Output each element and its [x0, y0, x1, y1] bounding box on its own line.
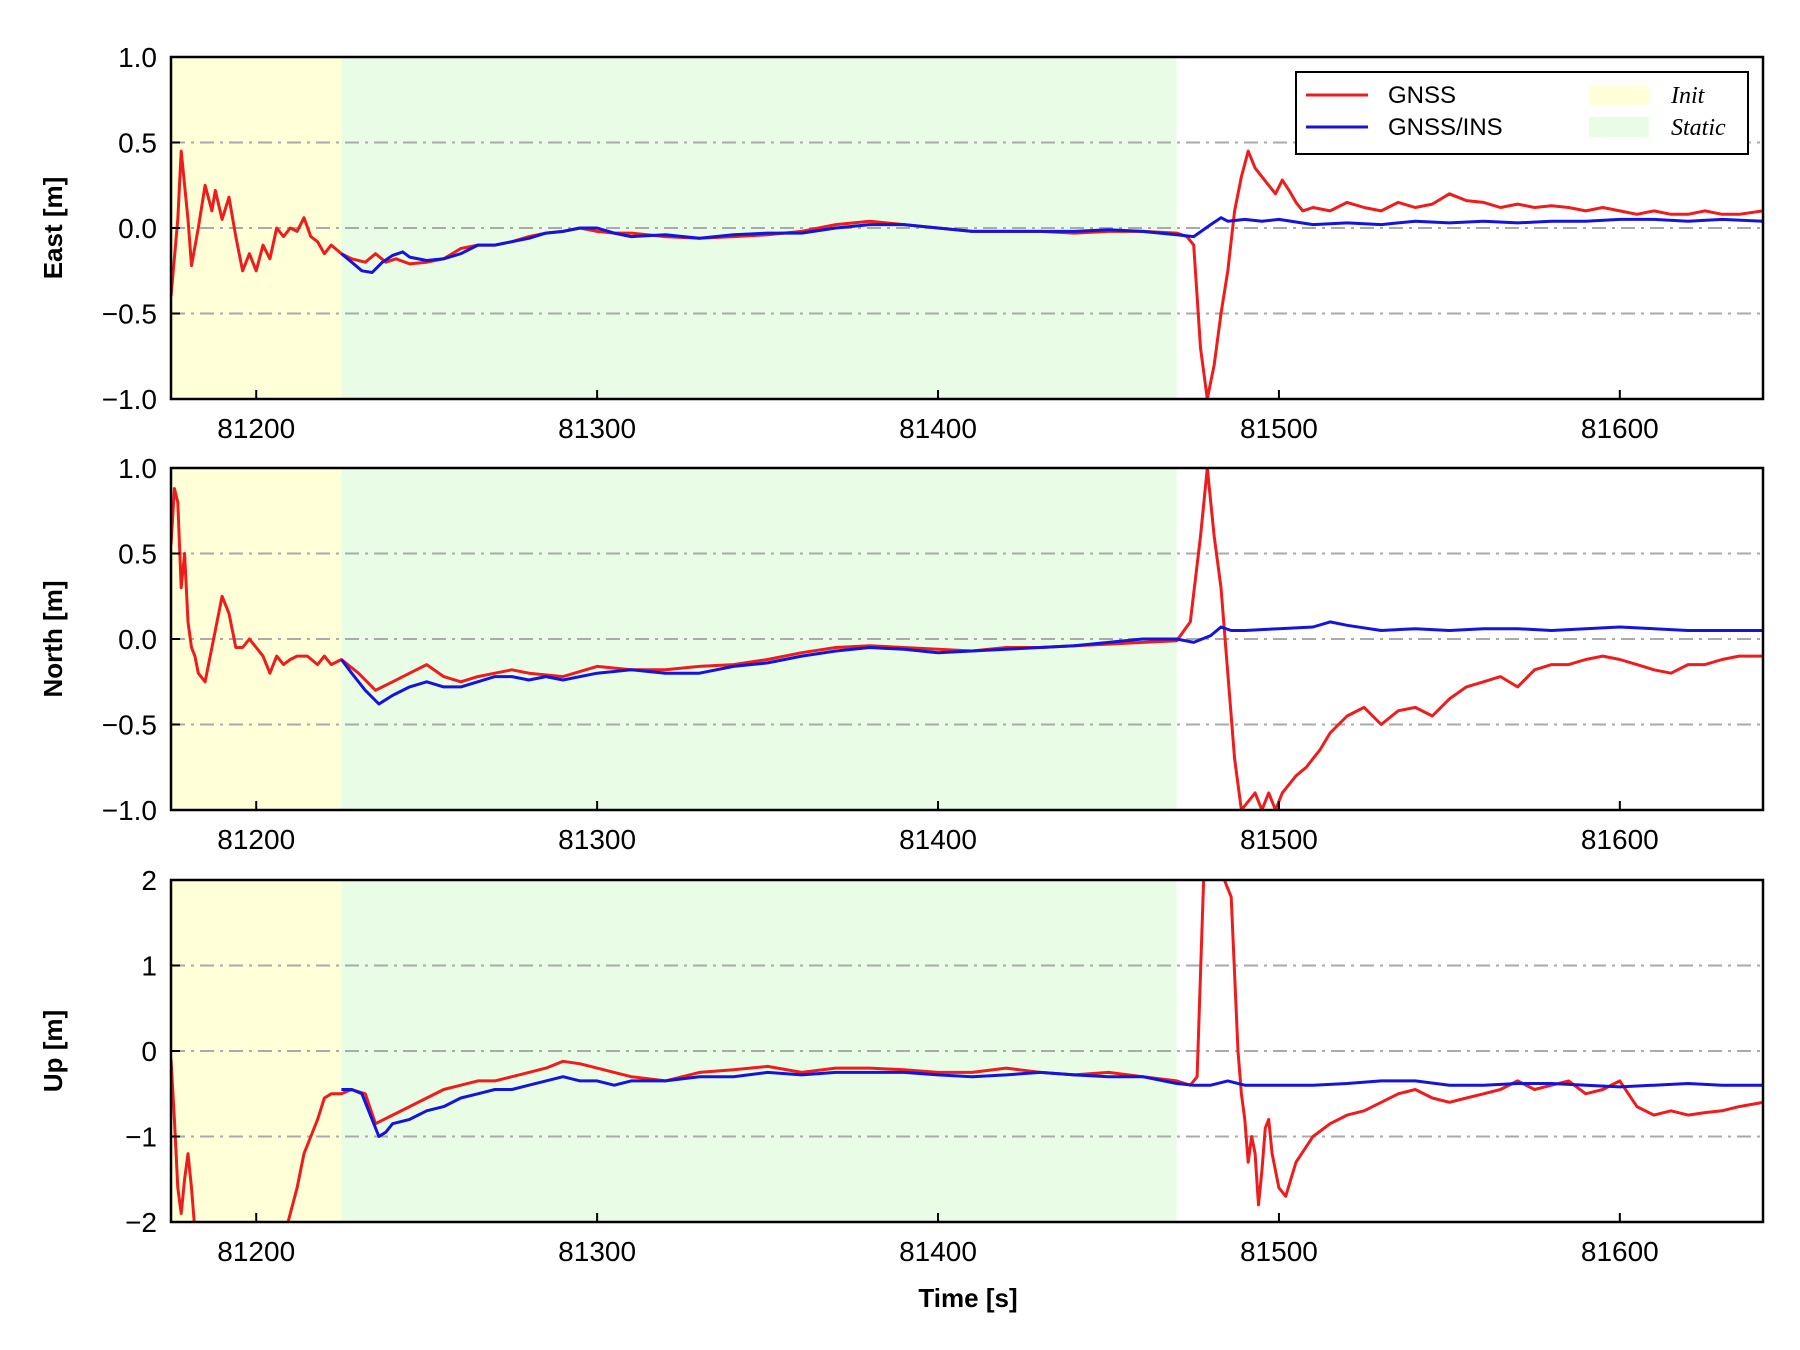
panel-up-m: −2 −1 0 1 2 81200 81300 81400 81500 81600 Up [m]: [38, 865, 1765, 1267]
x-tick-label: 81200: [217, 824, 295, 855]
series-line-gnss: [171, 468, 1763, 810]
y-axis-label: Up [m]: [38, 1010, 68, 1092]
y-tick-label: −0.5: [102, 710, 157, 741]
legend-label-gnss-ins: GNSS/INS: [1388, 114, 1503, 141]
x-tick-label: 81500: [1240, 413, 1318, 444]
y-tick-label: −1.0: [102, 384, 157, 415]
legend-label-init: Init: [1670, 83, 1706, 109]
region-init: [171, 57, 342, 399]
x-tick-label: 81400: [899, 413, 977, 444]
x-tick-label: 81500: [1240, 1236, 1318, 1267]
y-tick-label: −1: [125, 1122, 157, 1153]
x-tick-label: 81300: [558, 413, 636, 444]
y-tick-label: 1: [141, 951, 157, 982]
y-tick-label: −2: [125, 1207, 157, 1238]
x-axis-label: Time [s]: [918, 1283, 1017, 1313]
legend-swatch-static: [1589, 117, 1649, 137]
x-tick-label: 81500: [1240, 824, 1318, 855]
y-tick-label: −1.0: [102, 795, 157, 826]
series-line-gnss-ins: [340, 216, 1763, 274]
x-tick-label: 81300: [558, 824, 636, 855]
legend-box: [1295, 71, 1749, 155]
y-tick-label: −0.5: [102, 299, 157, 330]
series-line-gnss-ins: [340, 620, 1763, 706]
y-tick-label: 0: [141, 1036, 157, 1067]
y-tick-label: 0.5: [118, 128, 157, 159]
y-tick-label: 0.5: [118, 539, 157, 570]
y-tick-label: 1.0: [118, 453, 157, 484]
y-tick-label: 0.0: [118, 624, 157, 655]
chart-panels: −1.0 −0.5 0.0 0.5 1.0 81200 81300 81400 81500 816…: [38, 42, 1765, 1267]
x-tick-label: 81600: [1581, 824, 1659, 855]
legend-label-gnss: GNSS: [1388, 82, 1456, 109]
legend-label-static: Static: [1671, 115, 1726, 141]
legend: GNSS GNSS/INS Init Static: [1295, 71, 1749, 155]
x-tick-label: 81300: [558, 1236, 636, 1267]
series-line-gnss-ins: [341, 1070, 1763, 1138]
y-tick-label: 0.0: [118, 213, 157, 244]
x-tick-label: 81600: [1581, 413, 1659, 444]
x-tick-label: 81600: [1581, 1236, 1659, 1267]
x-tick-label: 81400: [899, 1236, 977, 1267]
y-tick-label: 2: [141, 865, 157, 896]
y-axis-label: North [m]: [38, 581, 68, 698]
x-tick-label: 81400: [899, 824, 977, 855]
panel-north-m: −1.0 −0.5 0.0 0.5 1.0 81200 81300 81400 81500 816…: [38, 453, 1765, 855]
x-tick-label: 81200: [217, 1236, 295, 1267]
y-axis-label: East [m]: [38, 177, 68, 280]
region-init: [171, 880, 342, 1222]
x-tick-label: 81200: [217, 413, 295, 444]
y-tick-label: 1.0: [118, 42, 157, 73]
region-init: [171, 468, 342, 810]
legend-swatch-init: [1589, 85, 1649, 105]
panel-east-m: −1.0 −0.5 0.0 0.5 1.0 81200 81300 81400 81500 816…: [38, 42, 1765, 444]
